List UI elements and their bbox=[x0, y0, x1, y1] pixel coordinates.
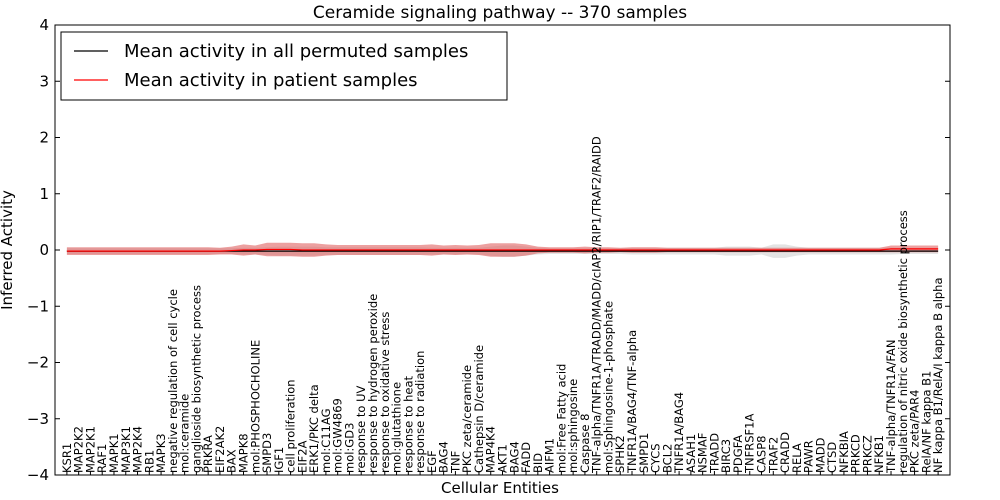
y-tick-label: −4 bbox=[27, 466, 49, 484]
x-tick-label: CASP8 bbox=[755, 436, 769, 473]
y-axis-ticks: 4 3 2 1 0 −1 −2 −3 −4 bbox=[27, 16, 950, 484]
x-tick-label: MAPK8 bbox=[236, 433, 250, 473]
y-tick-label: 4 bbox=[39, 16, 49, 34]
x-tick-label: response to radiation bbox=[413, 351, 427, 473]
x-axis-entity-labels: KSR1MAP2K2MAP2K1RAF1MAPK1MAP3K1MAP2K4RB1… bbox=[60, 136, 945, 475]
x-tick-label: response to UV bbox=[354, 385, 368, 473]
x-tick-label: NFKB1 bbox=[872, 435, 886, 473]
x-tick-label: mol:Free Fatty acid bbox=[554, 364, 568, 473]
x-tick-label: ganglioside biosynthetic process bbox=[189, 285, 203, 473]
x-tick-label: mol:Sphingosine-1-phosphate bbox=[601, 301, 615, 473]
x-tick-label: mol:sphingosine bbox=[566, 379, 580, 473]
x-tick-label: EIF2AK2 bbox=[213, 426, 227, 473]
y-tick-label: 1 bbox=[39, 185, 49, 203]
x-tick-label: CTSD bbox=[825, 442, 839, 473]
x-tick-label: Cathepsin D/ceramide bbox=[472, 345, 486, 473]
x-tick-label: mol:C11AG bbox=[319, 408, 333, 473]
series-line-1 bbox=[66, 248, 939, 252]
x-tick-label: EIF2A bbox=[295, 440, 309, 473]
x-tick-label: MADD bbox=[813, 437, 827, 473]
x-tick-label: response to hydrogen peroxide bbox=[366, 294, 380, 473]
x-tick-label: RAF1 bbox=[95, 444, 109, 473]
x-tick-label: SMPD1 bbox=[637, 433, 651, 473]
x-tick-label: mol:PHOSPHOCHOLINE bbox=[248, 340, 262, 473]
x-tick-label: MAP2K4 bbox=[131, 426, 145, 473]
x-tick-label: TNFRSF1A bbox=[743, 414, 757, 474]
x-tick-label: TNFR1A/BAG4/TNF-alpha bbox=[625, 330, 639, 474]
x-tick-label: AIFM1 bbox=[543, 438, 557, 473]
legend-label-permuted: Mean activity in all permuted samples bbox=[124, 41, 468, 62]
x-tick-label: NSMAF bbox=[696, 433, 710, 473]
x-tick-label: CRADD bbox=[778, 432, 792, 473]
legend: Mean activity in all permuted samples Me… bbox=[60, 31, 508, 101]
x-tick-label: RB1 bbox=[142, 450, 156, 473]
x-tick-label: BAX bbox=[225, 449, 239, 473]
x-tick-label: NF kappa B1/RelA/I kappa B alpha bbox=[931, 277, 945, 473]
x-tick-label: TRAF2 bbox=[766, 437, 780, 474]
plot-frame bbox=[54, 24, 951, 476]
y-tick-label: −1 bbox=[27, 297, 49, 315]
x-tick-label: mol:glutathione bbox=[390, 382, 404, 473]
x-tick-label: CYCS bbox=[649, 443, 663, 473]
x-tick-label: TNF-alpha/TNFR1A/FAN bbox=[884, 340, 898, 474]
y-tick-label: 2 bbox=[39, 129, 49, 147]
y-axis-title: Inferred Activity bbox=[0, 190, 16, 310]
x-tick-label: ASAH1 bbox=[684, 434, 698, 473]
x-tick-label: TRADD bbox=[707, 433, 721, 474]
x-tick-label: cell proliferation bbox=[284, 379, 298, 473]
x-tick-label: PKC zeta/PAR4 bbox=[908, 390, 922, 473]
x-tick-label: SMPD3 bbox=[260, 433, 274, 473]
x-tick-label: PRKCD bbox=[849, 434, 863, 473]
x-tick-label: BAG4 bbox=[437, 441, 451, 473]
x-tick-label: mol:ceramide bbox=[178, 394, 192, 473]
x-tick-label: RELA bbox=[790, 443, 804, 473]
x-tick-label: MAP2K1 bbox=[83, 426, 97, 473]
x-tick-label: MAP4K4 bbox=[484, 426, 498, 473]
x-tick-label: FADD bbox=[519, 442, 533, 473]
x-tick-label: response to oxidative stress bbox=[378, 312, 392, 473]
x-tick-label: PDGFA bbox=[731, 435, 745, 473]
y-tick-label: −2 bbox=[27, 354, 49, 372]
x-tick-label: negative regulation of cell cycle bbox=[166, 289, 180, 473]
legend-box bbox=[60, 31, 508, 101]
y-tick-label: 3 bbox=[39, 72, 49, 90]
x-tick-label: PAWR bbox=[802, 440, 816, 473]
x-tick-label: mol:GW4869 bbox=[331, 398, 345, 473]
x-tick-label: AKT1 bbox=[496, 444, 510, 473]
x-tick-label: PKC zeta/ceramide bbox=[460, 365, 474, 473]
legend-label-patient: Mean activity in patient samples bbox=[124, 70, 418, 91]
x-tick-label: RelA/NF kappa B1 bbox=[919, 371, 933, 473]
series-lines bbox=[66, 248, 939, 252]
x-tick-label: MAP3K1 bbox=[119, 426, 133, 473]
x-tick-label: PRKRA bbox=[201, 435, 215, 473]
y-tick-label: −3 bbox=[27, 410, 49, 428]
x-tick-label: MAPK3 bbox=[154, 433, 168, 473]
x-axis-title: Cellular Entities bbox=[441, 479, 559, 497]
x-tick-label: SPHK2 bbox=[613, 435, 627, 473]
x-tick-label: NFKBIA bbox=[837, 431, 851, 473]
x-tick-label: mol:GD3 bbox=[342, 423, 356, 473]
x-tick-label: MAPK1 bbox=[107, 433, 121, 473]
x-tick-label: TNF bbox=[448, 451, 462, 474]
x-tick-label: ERK1/PKC delta bbox=[307, 384, 321, 473]
x-tick-label: Caspase 8 bbox=[578, 414, 592, 473]
x-tick-label: TNFR1A/BAG4 bbox=[672, 392, 686, 474]
x-tick-label: response to heat bbox=[401, 376, 415, 473]
x-tick-label: MAP2K2 bbox=[72, 426, 86, 473]
x-tick-label: IGF1 bbox=[272, 447, 286, 473]
x-tick-label: KSR1 bbox=[60, 443, 74, 473]
x-tick-label: BID bbox=[531, 453, 545, 473]
x-tick-label: BAG4 bbox=[507, 441, 521, 473]
chart-title: Ceramide signaling pathway -- 370 sample… bbox=[313, 3, 687, 23]
x-tick-label: PRKCZ bbox=[860, 435, 874, 473]
x-tick-label: TNF-alpha/TNFR1A/TRADD/MADD/cIAP2/RIP1/T… bbox=[590, 136, 604, 474]
x-tick-label: BIRC3 bbox=[719, 439, 733, 473]
x-tick-label: EGF bbox=[425, 450, 439, 473]
x-tick-label: BCL2 bbox=[660, 444, 674, 473]
y-tick-label: 0 bbox=[39, 241, 49, 259]
x-tick-label: regulation of nitric oxide biosynthetic … bbox=[896, 210, 910, 473]
